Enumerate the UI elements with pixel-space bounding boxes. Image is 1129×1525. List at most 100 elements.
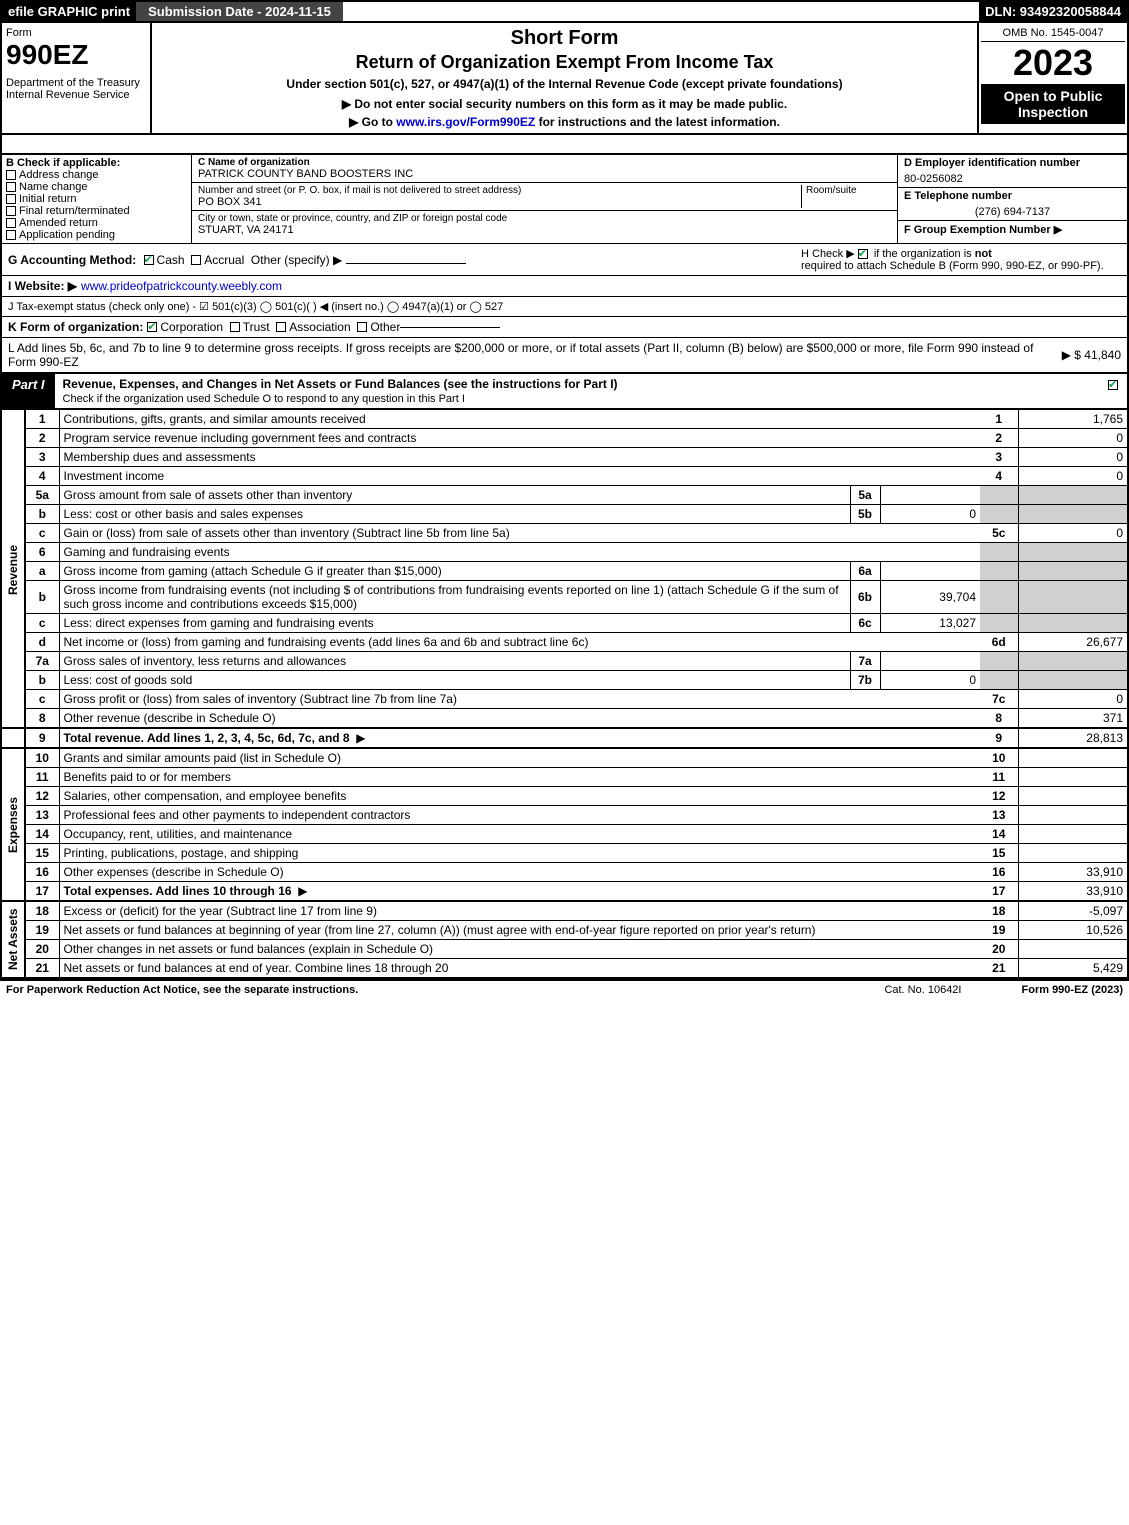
- irs-link[interactable]: www.irs.gov/Form990EZ: [396, 115, 535, 129]
- row-text: Program service revenue including govern…: [59, 429, 980, 448]
- row-text: Gross income from gaming (attach Schedul…: [59, 562, 850, 581]
- amount: 0: [1018, 467, 1128, 486]
- shaded-cell: [1018, 581, 1128, 614]
- chk-other-org[interactable]: [357, 322, 367, 332]
- sub-ref: 5a: [850, 486, 880, 505]
- shaded-cell: [980, 671, 1018, 690]
- shaded-cell: [980, 652, 1018, 671]
- row-num: 21: [25, 959, 59, 979]
- expenses-section-label: Expenses: [1, 748, 25, 901]
- shaded-cell: [980, 581, 1018, 614]
- chk-corporation[interactable]: [147, 322, 157, 332]
- line-ref: 5c: [980, 524, 1018, 543]
- row-text: Gross sales of inventory, less returns a…: [59, 652, 850, 671]
- section-b: B Check if applicable: Address change Na…: [2, 155, 192, 243]
- line-ref: 12: [980, 787, 1018, 806]
- j-text: J Tax-exempt status (check only one) - ☑…: [8, 300, 503, 313]
- row-text: Gaming and fundraising events: [59, 543, 980, 562]
- row-num: b: [25, 581, 59, 614]
- amount: [1018, 806, 1128, 825]
- part1-table: Revenue 1 Contributions, gifts, grants, …: [0, 410, 1129, 979]
- amount: [1018, 940, 1128, 959]
- row-num: 10: [25, 748, 59, 768]
- g-accrual: Accrual: [204, 253, 244, 267]
- section-k: K Form of organization: Corporation Trus…: [0, 317, 1129, 338]
- shaded-cell: [980, 486, 1018, 505]
- chk-trust[interactable]: [230, 322, 240, 332]
- row-text: Less: direct expenses from gaming and fu…: [59, 614, 850, 633]
- row-text: Grants and similar amounts paid (list in…: [59, 748, 980, 768]
- amount: 10,526: [1018, 921, 1128, 940]
- footer-cat: Cat. No. 10642I: [884, 984, 961, 996]
- org-name: PATRICK COUNTY BAND BOOSTERS INC: [198, 168, 891, 180]
- goto-post: for instructions and the latest informat…: [535, 115, 780, 129]
- row-num: 1: [25, 410, 59, 429]
- sub-amount: [880, 486, 980, 505]
- chk-accrual[interactable]: [191, 255, 201, 265]
- line-ref: 8: [980, 709, 1018, 729]
- chk-initial-return[interactable]: Initial return: [6, 193, 187, 205]
- chk-name-change[interactable]: Name change: [6, 181, 187, 193]
- h-pre: H Check ▶: [801, 248, 858, 260]
- chk-association[interactable]: [276, 322, 286, 332]
- row-num: 7a: [25, 652, 59, 671]
- sub-ref: 7a: [850, 652, 880, 671]
- ein: 80-0256082: [898, 171, 1127, 187]
- row-text: Net assets or fund balances at beginning…: [59, 921, 980, 940]
- chk-cash[interactable]: [144, 255, 154, 265]
- row-text: Membership dues and assessments: [59, 448, 980, 467]
- goto-line: ▶ Go to www.irs.gov/Form990EZ for instru…: [156, 115, 973, 129]
- i-label: I Website: ▶: [8, 279, 77, 293]
- sub-ref: 5b: [850, 505, 880, 524]
- chk-application-pending[interactable]: Application pending: [6, 229, 187, 241]
- line-ref: 18: [980, 901, 1018, 921]
- row-text: Benefits paid to or for members: [59, 768, 980, 787]
- form-label: Form: [6, 27, 146, 39]
- part1-tab: Part I: [2, 374, 55, 408]
- subtitle: Under section 501(c), 527, or 4947(a)(1)…: [156, 77, 973, 91]
- row-text: Net income or (loss) from gaming and fun…: [59, 633, 980, 652]
- sub-amount: 0: [880, 671, 980, 690]
- row-num: 8: [25, 709, 59, 729]
- chk-final-return[interactable]: Final return/terminated: [6, 205, 187, 217]
- row-text: Net assets or fund balances at end of ye…: [59, 959, 980, 979]
- section-d-e-f: D Employer identification number 80-0256…: [897, 155, 1127, 243]
- row-text: Excess or (deficit) for the year (Subtra…: [59, 901, 980, 921]
- amount: 5,429: [1018, 959, 1128, 979]
- amount: 1,765: [1018, 410, 1128, 429]
- section-h: H Check ▶ if the organization is not req…: [801, 247, 1121, 272]
- website-link[interactable]: www.prideofpatrickcounty.weebly.com: [81, 279, 282, 293]
- footer-left: For Paperwork Reduction Act Notice, see …: [6, 984, 358, 996]
- chk-address-change[interactable]: Address change: [6, 169, 187, 181]
- row-num: d: [25, 633, 59, 652]
- row-num: 13: [25, 806, 59, 825]
- line-ref: 2: [980, 429, 1018, 448]
- line-ref: 4: [980, 467, 1018, 486]
- l-amount: ▶ $ 41,840: [1062, 348, 1121, 362]
- chk-amended-return[interactable]: Amended return: [6, 217, 187, 229]
- chk-schedule-o[interactable]: [1108, 380, 1118, 390]
- row-text: Total expenses. Add lines 10 through 16 …: [59, 882, 980, 902]
- line-ref: 7c: [980, 690, 1018, 709]
- row-num: c: [25, 614, 59, 633]
- row-text: Printing, publications, postage, and shi…: [59, 844, 980, 863]
- section-g: G Accounting Method: Cash Accrual Other …: [8, 253, 466, 267]
- line-ref: 21: [980, 959, 1018, 979]
- row-text: Less: cost of goods sold: [59, 671, 850, 690]
- line-ref: 20: [980, 940, 1018, 959]
- row-text: Total revenue. Add lines 1, 2, 3, 4, 5c,…: [59, 728, 980, 748]
- row-text: Occupancy, rent, utilities, and maintena…: [59, 825, 980, 844]
- row-num: 14: [25, 825, 59, 844]
- shaded-cell: [1018, 652, 1128, 671]
- section-l: L Add lines 5b, 6c, and 7b to line 9 to …: [0, 338, 1129, 373]
- row-text: Gross profit or (loss) from sales of inv…: [59, 690, 980, 709]
- line-ref: 16: [980, 863, 1018, 882]
- row-num: a: [25, 562, 59, 581]
- chk-schedule-b[interactable]: [858, 249, 868, 259]
- section-a: A For the 2023 calendar year, or tax yea…: [0, 135, 1129, 155]
- line-ref: 3: [980, 448, 1018, 467]
- amount: [1018, 768, 1128, 787]
- k-assoc: Association: [289, 320, 350, 334]
- line-ref: 15: [980, 844, 1018, 863]
- row-text: Salaries, other compensation, and employ…: [59, 787, 980, 806]
